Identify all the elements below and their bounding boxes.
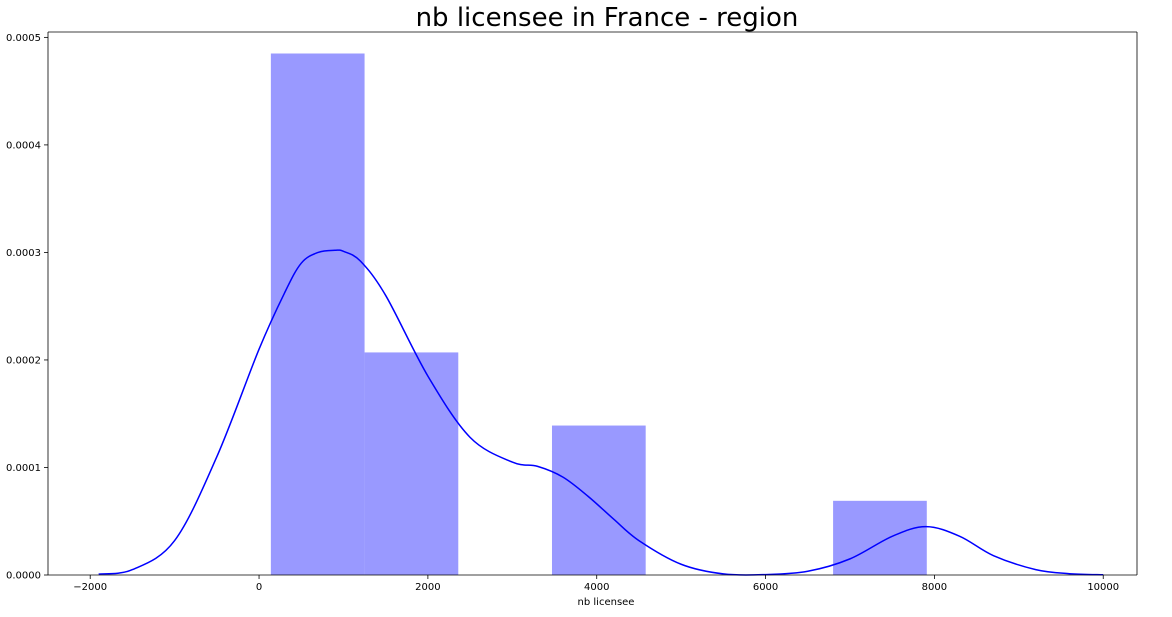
x-tick-label: 2000 <box>415 582 440 593</box>
x-axis-ticks: −2000 0 2000 4000 6000 8000 10000 <box>73 575 1119 593</box>
histogram-bar <box>270 53 365 576</box>
axes-frame <box>47 31 1138 576</box>
kde-curve-layer <box>98 249 1104 576</box>
chart-title: nb licensee in France - region <box>416 3 799 33</box>
y-tick-label: 0.0003 <box>6 248 41 259</box>
y-tick-label: 0.0002 <box>6 355 41 366</box>
histogram-bar <box>551 425 646 575</box>
y-axis-ticks: 0.0000 0.0001 0.0002 0.0003 0.0004 0.0005 <box>6 33 48 582</box>
x-tick-label: 8000 <box>922 582 947 593</box>
x-tick-label: 4000 <box>584 582 609 593</box>
y-tick-label: 0.0000 <box>6 571 41 582</box>
y-tick-label: 0.0001 <box>6 463 41 474</box>
histogram-bar <box>364 352 459 575</box>
x-tick-label: 0 <box>256 582 262 593</box>
y-tick-label: 0.0005 <box>6 33 41 44</box>
x-tick-label: −2000 <box>73 582 107 593</box>
y-tick-label: 0.0004 <box>6 140 41 151</box>
histogram-bar <box>833 500 927 575</box>
x-tick-label: 10000 <box>1087 582 1119 593</box>
x-tick-label: 6000 <box>753 582 778 593</box>
x-axis-label: nb licensee <box>578 597 635 608</box>
kde-curve <box>98 249 1104 576</box>
histogram-bars <box>270 53 927 576</box>
